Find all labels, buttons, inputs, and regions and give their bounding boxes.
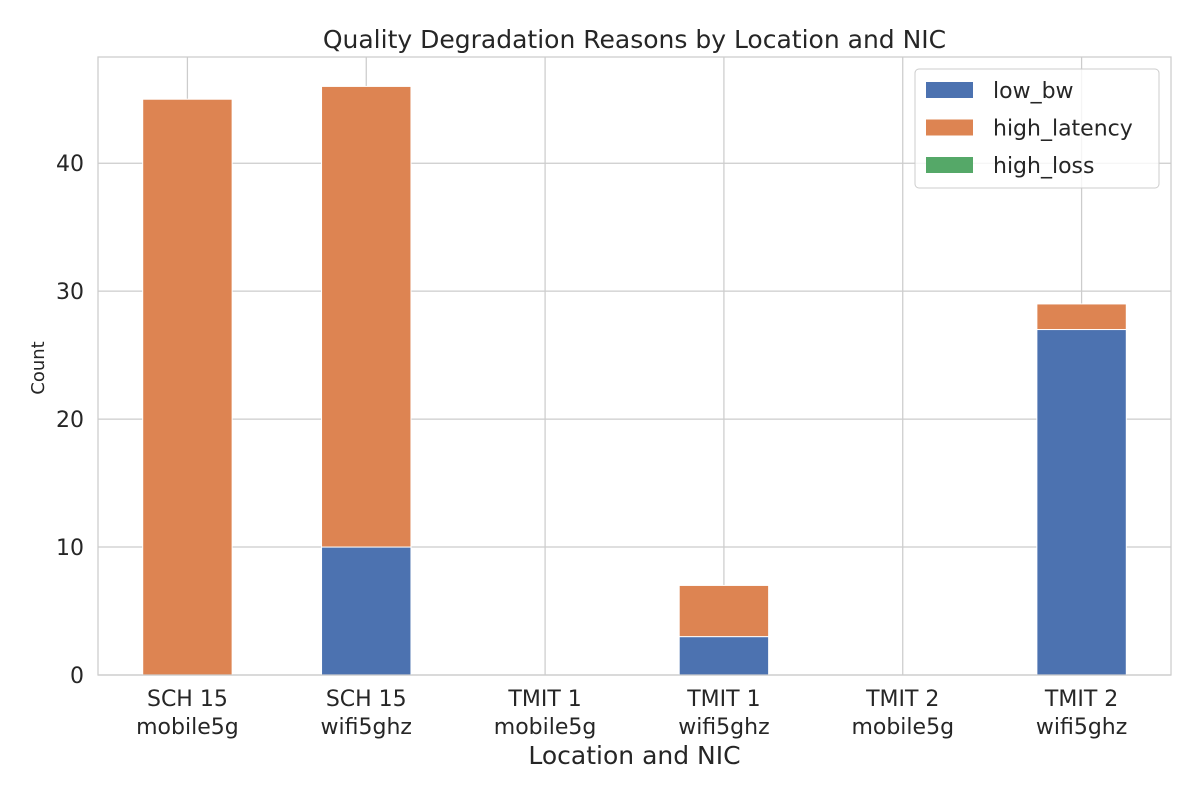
legend: low_bw high_latency high_loss bbox=[914, 68, 1160, 189]
legend-swatch-high-latency bbox=[926, 119, 973, 136]
bar-segment-high-latency bbox=[321, 85, 412, 548]
y-tick-label: 40 bbox=[56, 152, 84, 177]
legend-label: low_bw bbox=[993, 79, 1074, 104]
bar-segment-low-bw bbox=[1036, 329, 1127, 676]
bar-segment-low-bw bbox=[678, 636, 770, 676]
legend-label: high_latency bbox=[993, 117, 1133, 142]
y-tick-label: 10 bbox=[56, 536, 84, 561]
x-tick-label: SCH 15 mobile5g bbox=[136, 687, 239, 740]
x-tick-label: TMIT 1 mobile5g bbox=[494, 687, 597, 740]
bar-segment-high-latency bbox=[142, 98, 233, 676]
legend-swatch-low-bw bbox=[926, 82, 973, 98]
tick-labels: 0 10 20 30 40 SCH 15 mobile5g SCH 15 wifi5ghz TMI… bbox=[56, 152, 1127, 740]
bar-segment-high-latency bbox=[678, 584, 770, 638]
bars bbox=[142, 85, 1127, 676]
y-tick-label: 20 bbox=[56, 408, 84, 433]
y-tick-label: 0 bbox=[70, 664, 84, 689]
bar-segment-high-latency bbox=[1036, 303, 1127, 331]
y-tick-label: 30 bbox=[56, 280, 84, 305]
x-tick-label: TMIT 2 mobile5g bbox=[851, 687, 954, 740]
legend-box bbox=[914, 68, 1160, 189]
chart-title: Quality Degradation Reasons by Location … bbox=[323, 25, 946, 54]
legend-label: high_loss bbox=[993, 154, 1094, 179]
x-axis-label: Location and NIC bbox=[528, 741, 740, 770]
legend-swatch-high-loss bbox=[926, 157, 973, 173]
plot-frame bbox=[97, 56, 1172, 676]
bar-segment-low-bw bbox=[321, 546, 412, 676]
x-tick-label: SCH 15 wifi5ghz bbox=[321, 687, 412, 740]
x-tick-label: TMIT 1 wifi5ghz bbox=[678, 687, 769, 740]
x-tick-label: TMIT 2 wifi5ghz bbox=[1036, 687, 1127, 740]
y-axis-label: Count bbox=[28, 341, 49, 394]
